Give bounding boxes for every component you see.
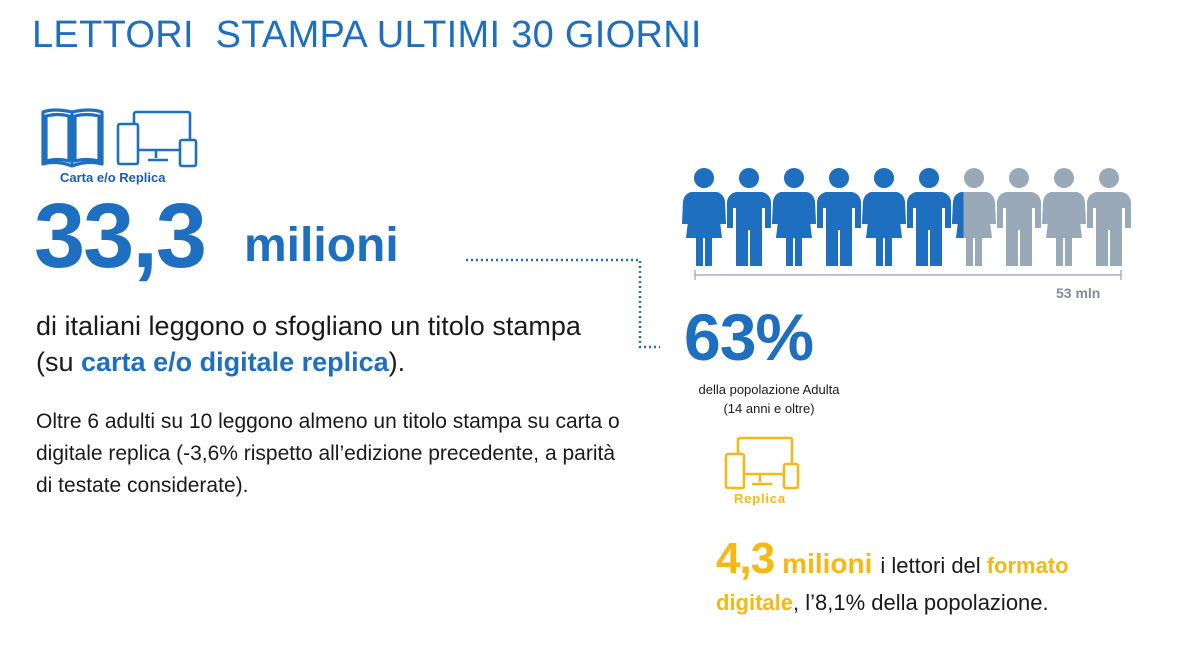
readers-description-part2: ). <box>388 347 406 377</box>
readers-description-part1: di italiani leggono o sfogliano un titol… <box>36 311 581 377</box>
population-scale-line <box>694 270 1122 280</box>
person-figure-blue <box>772 168 816 266</box>
page-title: LETTORI STAMPA ULTIMI 30 GIORNI <box>32 14 702 56</box>
digital-readers-unit: milioni <box>782 548 873 579</box>
carta-replica-label: Carta e/o Replica <box>60 170 166 185</box>
person-figure-grey <box>1042 168 1086 266</box>
digital-readers-text: i lettori del <box>880 553 981 578</box>
digital-readers-highlight: formato <box>986 553 1069 578</box>
population-percent: 63% <box>684 300 814 374</box>
digital-readers-line1: 4,3 milioni i lettori del formato <box>716 534 1069 584</box>
carta-replica-icons <box>41 108 198 168</box>
population-percent-age: (14 anni e oltre) <box>723 401 815 416</box>
devices-icon <box>116 110 198 168</box>
person-figure-blue <box>817 168 861 266</box>
population-pictogram <box>682 168 1131 266</box>
adults-note: Oltre 6 adulti su 10 leggono almeno un t… <box>36 410 620 497</box>
digital-readers-line2: digitale, l’8,1% della popolazione. <box>716 590 1049 616</box>
dotted-connector <box>466 258 660 349</box>
readers-description: di italiani leggono o sfogliano un titol… <box>36 308 596 380</box>
digital-readers-number: 4,3 <box>716 534 775 583</box>
readers-count-number: 33,3 <box>34 185 207 287</box>
readers-description-highlight: carta e/o digitale replica <box>81 347 389 377</box>
person-figure-grey <box>1087 168 1131 266</box>
population-percent-desc: della popolazione Adulta <box>698 382 840 397</box>
person-figure-blue <box>907 168 951 266</box>
digital-readers-tail: , l’8,1% della popolazione. <box>793 590 1049 615</box>
replica-label: Replica <box>734 491 786 506</box>
open-book-icon <box>41 108 104 168</box>
person-figure-blue <box>682 168 726 266</box>
devices-icon <box>724 436 800 490</box>
population-scale-label: 53 mln <box>1056 285 1101 301</box>
person-figure-blue <box>862 168 906 266</box>
person-figure-blue <box>952 192 964 238</box>
person-figure-blue <box>727 168 771 266</box>
digital-readers-highlight2: digitale <box>716 590 794 615</box>
readers-count-unit: milioni <box>244 219 399 272</box>
person-figure-grey <box>997 168 1041 266</box>
